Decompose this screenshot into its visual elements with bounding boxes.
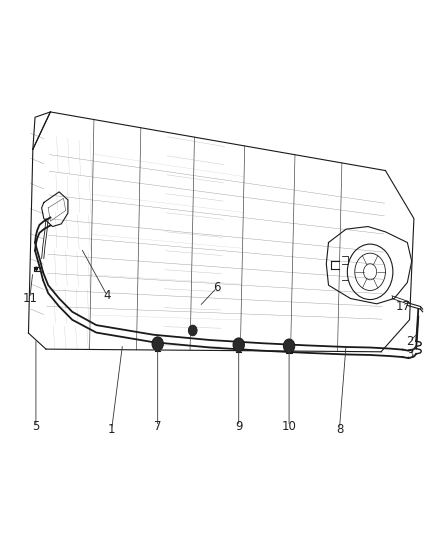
Text: 4: 4 [103,289,111,302]
Circle shape [152,337,163,351]
Text: 7: 7 [154,420,162,433]
Text: 10: 10 [282,420,297,433]
Text: 6: 6 [213,281,221,294]
Text: 17: 17 [396,300,410,313]
Text: 3: 3 [406,348,413,361]
Text: 11: 11 [22,292,37,305]
Text: 8: 8 [336,423,343,435]
Circle shape [233,338,244,352]
Text: 5: 5 [32,420,39,433]
Circle shape [188,325,197,336]
Circle shape [283,339,295,353]
Text: 9: 9 [235,420,243,433]
Text: 2: 2 [406,335,413,348]
Text: 1: 1 [108,423,116,435]
Circle shape [35,266,38,271]
